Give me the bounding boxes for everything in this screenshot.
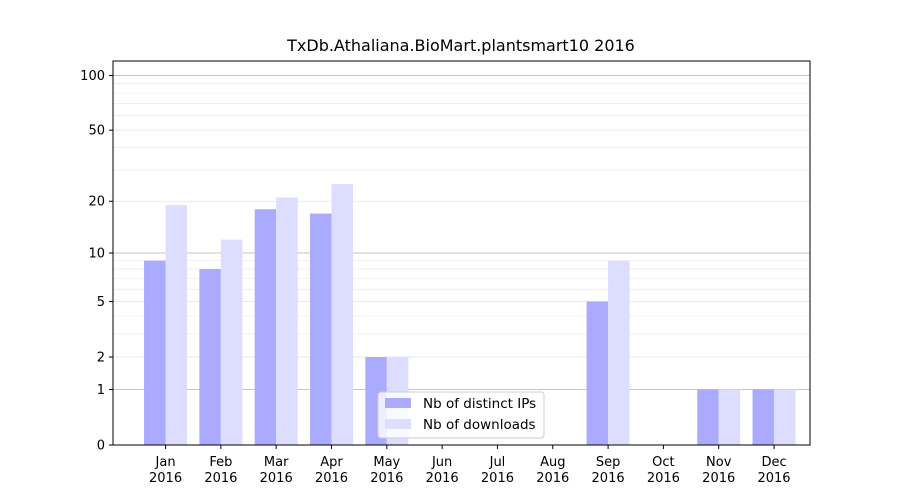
y-tick-label: 10 — [88, 247, 105, 262]
x-tick-label-year: 2016 — [204, 471, 237, 486]
x-tick-label-year: 2016 — [592, 471, 625, 486]
bar-distinct-ips — [144, 260, 166, 445]
x-tick-label-month: Apr — [320, 455, 343, 470]
x-tick-label-month: Jul — [489, 455, 506, 470]
x-tick-label-year: 2016 — [260, 471, 293, 486]
x-tick-label-year: 2016 — [370, 471, 403, 486]
legend-label-downloads: Nb of downloads — [423, 417, 536, 433]
x-tick-label-month: Sep — [596, 455, 621, 470]
bars-layer — [144, 184, 796, 446]
x-tick-label-month: Oct — [652, 455, 674, 470]
x-tick-label-year: 2016 — [426, 471, 459, 486]
bar-downloads — [276, 197, 298, 445]
x-tick-label-year: 2016 — [149, 471, 182, 486]
bar-downloads — [220, 239, 243, 445]
y-tick-label: 2 — [97, 351, 105, 366]
y-tick-label: 50 — [88, 124, 105, 139]
chart-title: TxDb.Athaliana.BioMart.plantsmart10 2016 — [286, 36, 635, 55]
legend-label-distinct-ips: Nb of distinct IPs — [423, 396, 536, 412]
legend-swatch-downloads — [385, 419, 411, 429]
bar-distinct-ips — [310, 213, 332, 445]
bar-downloads — [774, 389, 796, 445]
bar-distinct-ips — [254, 209, 277, 445]
y-tick-label: 100 — [80, 69, 105, 84]
legend-box — [377, 391, 545, 439]
x-tick-label-month: Aug — [540, 455, 565, 470]
x-tick-label-year: 2016 — [315, 471, 348, 486]
bar-downloads — [165, 205, 188, 445]
bar-distinct-ips — [199, 269, 221, 445]
bar-distinct-ips — [752, 389, 775, 445]
bar-downloads — [331, 184, 354, 446]
bar-downloads — [718, 389, 741, 445]
x-tick-label-month: Mar — [264, 455, 289, 470]
x-tick-label-year: 2016 — [536, 471, 569, 486]
x-tick-label-year: 2016 — [647, 471, 680, 486]
y-tick-label: 1 — [97, 383, 105, 398]
x-tick-label-month: May — [373, 455, 400, 470]
legend: Nb of distinct IPs Nb of downloads — [377, 391, 545, 439]
y-tick-label: 0 — [97, 439, 105, 454]
y-tick-label: 5 — [97, 295, 105, 310]
y-tick-label: 20 — [88, 195, 105, 210]
x-axis: Jan2016Feb2016Mar2016Apr2016May2016Jun20… — [149, 445, 791, 486]
bar-downloads — [608, 260, 630, 445]
x-tick-label-month: Dec — [761, 455, 786, 470]
legend-swatch-distinct-ips — [385, 398, 411, 408]
x-tick-label-month: Feb — [209, 455, 232, 470]
x-tick-label-year: 2016 — [702, 471, 735, 486]
x-tick-label-month: Nov — [706, 455, 732, 470]
x-tick-label-month: Jun — [431, 455, 452, 470]
bar-distinct-ips — [586, 301, 609, 445]
bar-distinct-ips — [697, 389, 719, 445]
x-tick-label-month: Jan — [155, 455, 176, 470]
x-tick-label-year: 2016 — [481, 471, 514, 486]
x-tick-label-year: 2016 — [757, 471, 790, 486]
y-axis: 0 1 2 5 10 20 50 100 — [80, 69, 113, 454]
